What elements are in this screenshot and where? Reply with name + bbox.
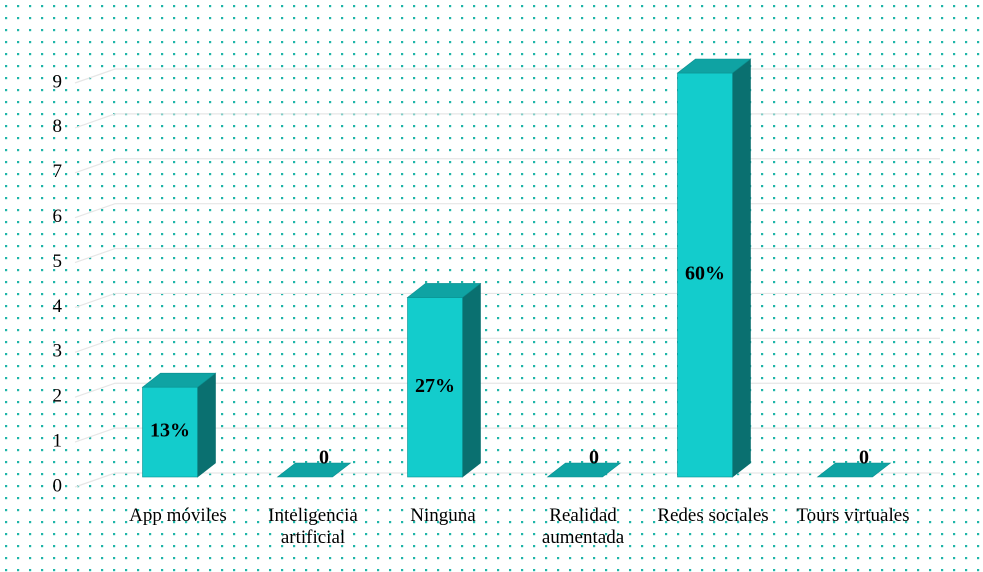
bar-top [816, 462, 892, 478]
y-tick-label: 3 [53, 341, 63, 362]
y-tick-label: 7 [53, 161, 63, 182]
data-label: 13% [150, 420, 190, 442]
bar [546, 462, 622, 478]
bar-side [462, 282, 481, 478]
bar [816, 462, 892, 478]
data-label: 60% [685, 263, 725, 285]
bar [406, 282, 482, 478]
x-tick-label: Realidad aumentada [541, 505, 625, 548]
data-label: 0 [859, 447, 869, 469]
bar-top [546, 462, 622, 478]
bar-side [197, 372, 216, 478]
bar-top [676, 58, 752, 74]
bar-top [141, 372, 217, 388]
y-tick-label: 8 [53, 116, 63, 137]
x-tick-label: Inteligencia artificial [268, 505, 358, 548]
y-tick-label: 5 [53, 251, 63, 272]
grid-line [74, 247, 940, 264]
data-label: 0 [319, 447, 329, 469]
grid-line [74, 427, 940, 443]
bar-top [276, 462, 352, 478]
x-tick-label: Tours virtuales [796, 505, 910, 526]
y-tick-label: 9 [53, 71, 63, 92]
grid-line [74, 113, 940, 129]
bar-front [677, 72, 733, 478]
bar-front [407, 297, 463, 478]
grid-line [74, 292, 940, 309]
bar-top [406, 283, 482, 298]
y-tick-label: 1 [53, 430, 63, 451]
bar [676, 58, 752, 478]
y-tick-label: 6 [53, 206, 63, 227]
bar-front [142, 386, 198, 478]
grid-line [74, 472, 940, 488]
grid-line [74, 337, 940, 353]
bar-side [732, 58, 751, 478]
x-tick-label: Redes sociales [657, 505, 769, 526]
grid-line [74, 203, 940, 219]
x-tick-label: Ninguna [410, 505, 476, 526]
x-tick-label: App móviles [129, 505, 227, 526]
data-label: 0 [589, 447, 599, 469]
bar [141, 372, 217, 478]
data-label: 27% [415, 375, 455, 397]
y-tick-label: 2 [53, 386, 63, 407]
grid-line [74, 68, 940, 84]
y-tick-label: 4 [53, 296, 63, 317]
grid-line [74, 382, 940, 398]
grid-line [74, 158, 940, 174]
y-tick-label: 0 [53, 475, 63, 496]
bar [276, 462, 352, 478]
